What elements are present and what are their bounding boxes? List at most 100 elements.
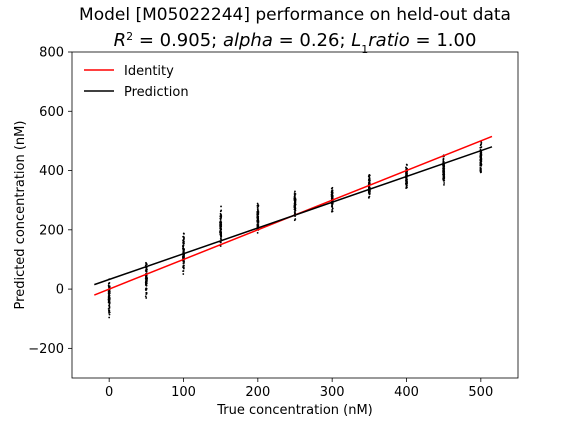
scatter-point [330, 191, 333, 194]
scatter-point [405, 163, 408, 166]
scatter-point [108, 282, 110, 285]
y-tick-label: −200 [28, 342, 64, 357]
subtitle-l1-ratio: ratio [368, 30, 410, 51]
scatter-point [367, 175, 370, 178]
scatter-point [480, 141, 483, 144]
scatter-point [405, 167, 408, 170]
scatter-point [145, 280, 148, 283]
scatter-point [368, 186, 371, 188]
scatter-point [442, 168, 445, 171]
scatter-point [182, 273, 185, 275]
scatter-point [182, 239, 184, 242]
scatter-point [219, 220, 222, 223]
scatter-point [330, 194, 333, 197]
subtitle-r2-value: = 0.905; [133, 30, 223, 51]
scatter-point [442, 173, 445, 176]
scatter-point [108, 309, 111, 312]
scatter-point [405, 173, 408, 176]
scatter-point [256, 215, 259, 218]
subtitle-alpha-value: = 0.26; [273, 30, 351, 51]
scatter-point [183, 236, 185, 239]
scatter-point [405, 186, 408, 189]
scatter-point [443, 165, 446, 168]
x-tick-label: 200 [245, 385, 270, 400]
x-tick-label: 0 [105, 385, 113, 400]
prediction-line [94, 146, 493, 286]
scatter-point [220, 205, 222, 208]
scatter-point [145, 268, 148, 271]
scatter-point [182, 232, 185, 235]
scatter-point [294, 206, 297, 209]
scatter-point [182, 256, 184, 259]
x-tick-label: 400 [394, 385, 419, 400]
subtitle-r2-symbol: R [114, 30, 127, 51]
scatter-point [107, 295, 110, 298]
scatter-point [145, 277, 148, 280]
scatter-point [219, 241, 222, 244]
scatter-point [293, 201, 296, 204]
scatter-point [480, 160, 483, 163]
y-axis-ticks: −200 0 200 400 600 800 [28, 46, 72, 357]
scatter-point [108, 304, 111, 307]
scatter-point [257, 223, 260, 226]
y-tick-label: 200 [39, 223, 64, 238]
scatter-point [220, 213, 222, 216]
scatter-point [145, 297, 148, 299]
scatter-point [294, 209, 297, 212]
scatter-point [405, 183, 408, 185]
scatter-point [182, 266, 185, 269]
scatter-point [219, 223, 222, 226]
x-tick-label: 100 [171, 385, 196, 400]
scatter-point [480, 158, 483, 160]
fit-lines [94, 135, 493, 296]
scatter-point [256, 208, 259, 211]
scatter-point [367, 196, 370, 199]
scatter-point [145, 283, 148, 286]
y-axis-label: Predicted concentration (nM) [13, 121, 28, 310]
scatter-point [442, 179, 445, 182]
scatter-point [183, 262, 185, 264]
scatter-point [182, 250, 185, 253]
scatter-point [107, 284, 110, 287]
scatter-point [220, 214, 222, 217]
scatter-point [257, 217, 260, 220]
scatter-point [108, 313, 111, 316]
scatter-point [294, 198, 297, 201]
scatter-point [368, 191, 371, 194]
scatter-point [108, 297, 111, 299]
scatter-point [330, 210, 333, 213]
scatter-point [108, 292, 111, 295]
legend: Identity Prediction [84, 64, 189, 100]
y-tick-label: 600 [39, 105, 64, 120]
scatter-point [182, 270, 185, 272]
scatter-point [331, 207, 334, 210]
scatter-point [293, 202, 296, 205]
scatter-point [331, 209, 333, 211]
scatter-point [108, 298, 111, 301]
scatter-point [108, 311, 110, 314]
legend-label-identity: Identity [124, 64, 174, 79]
scatter-point [480, 146, 483, 148]
scatter-point [220, 238, 223, 241]
y-tick-label: 800 [39, 46, 64, 61]
scatter-point [442, 159, 445, 161]
scatter-point [294, 194, 296, 197]
scatter-point [479, 164, 482, 167]
x-axis-label: True concentration (nM) [216, 403, 373, 418]
scatter-point [442, 170, 445, 173]
scatter-point [108, 285, 111, 288]
legend-label-prediction: Prediction [124, 85, 189, 100]
chart-subtitle: R2 = 0.905; alpha = 0.26; L1ratio = 1.00 [114, 30, 477, 56]
scatter-point [294, 204, 296, 207]
scatter-point [479, 162, 482, 165]
scatter-point [443, 183, 445, 186]
scatter-point [220, 235, 223, 238]
chart-title: Model [M05022244] performance on held-ou… [79, 5, 511, 25]
scatter-point [256, 202, 259, 205]
scatter-point [219, 227, 222, 230]
scatter-point [220, 209, 223, 212]
scatter-point [331, 205, 333, 208]
scatter-point [368, 182, 371, 185]
scatter-point [219, 230, 222, 233]
